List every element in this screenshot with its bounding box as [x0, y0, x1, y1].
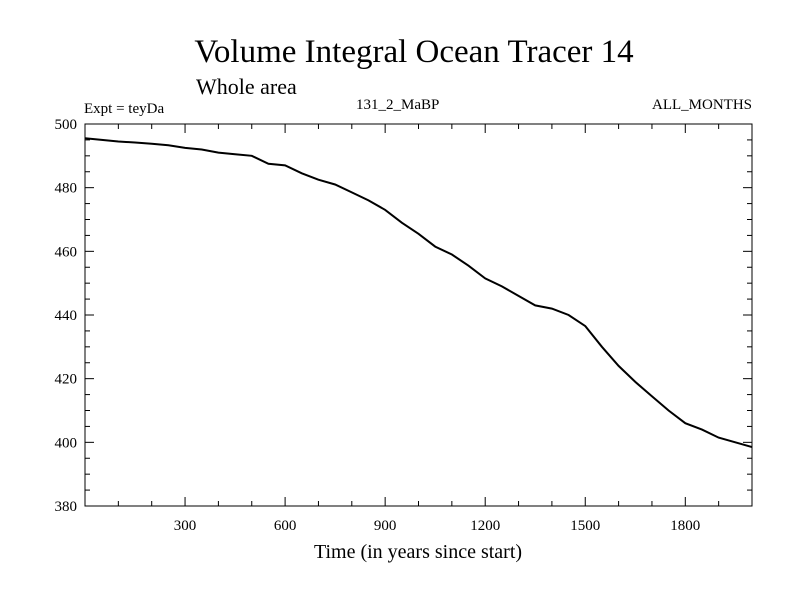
- y-tick-label-6: 500: [55, 117, 78, 133]
- y-axis: 380 400 420 440 460 480 500: [55, 117, 752, 515]
- series-line-tracer-14: [84, 137, 753, 449]
- y-tick-label-2: 420: [55, 372, 78, 388]
- run-label: 131_2_MaBP: [356, 97, 439, 113]
- x-tick-label-3: 1200: [470, 518, 500, 534]
- plot-frame: [84, 123, 753, 507]
- y-tick-label-4: 460: [55, 244, 78, 260]
- x-axis-label: Time (in years since start): [314, 541, 522, 563]
- x-tick-label-1: 600: [274, 518, 297, 534]
- x-tick-label-0: 300: [174, 518, 197, 534]
- y-tick-label-5: 480: [55, 181, 78, 197]
- x-tick-label-2: 900: [374, 518, 397, 534]
- x-axis: 300 600 900 1200 1500 1800: [117, 124, 720, 534]
- experiment-label: Expt = teyDa: [84, 101, 164, 117]
- x-tick-label-5: 1800: [670, 518, 700, 534]
- y-tick-label-1: 400: [55, 435, 78, 451]
- x-tick-label-4: 1500: [570, 518, 600, 534]
- period-label: ALL_MONTHS: [652, 97, 752, 113]
- y-tick-label-0: 380: [55, 499, 78, 515]
- y-tick-label-3: 440: [55, 308, 78, 324]
- chart-subtitle: Whole area: [196, 74, 297, 99]
- chart-title: Volume Integral Ocean Tracer 14: [194, 34, 633, 70]
